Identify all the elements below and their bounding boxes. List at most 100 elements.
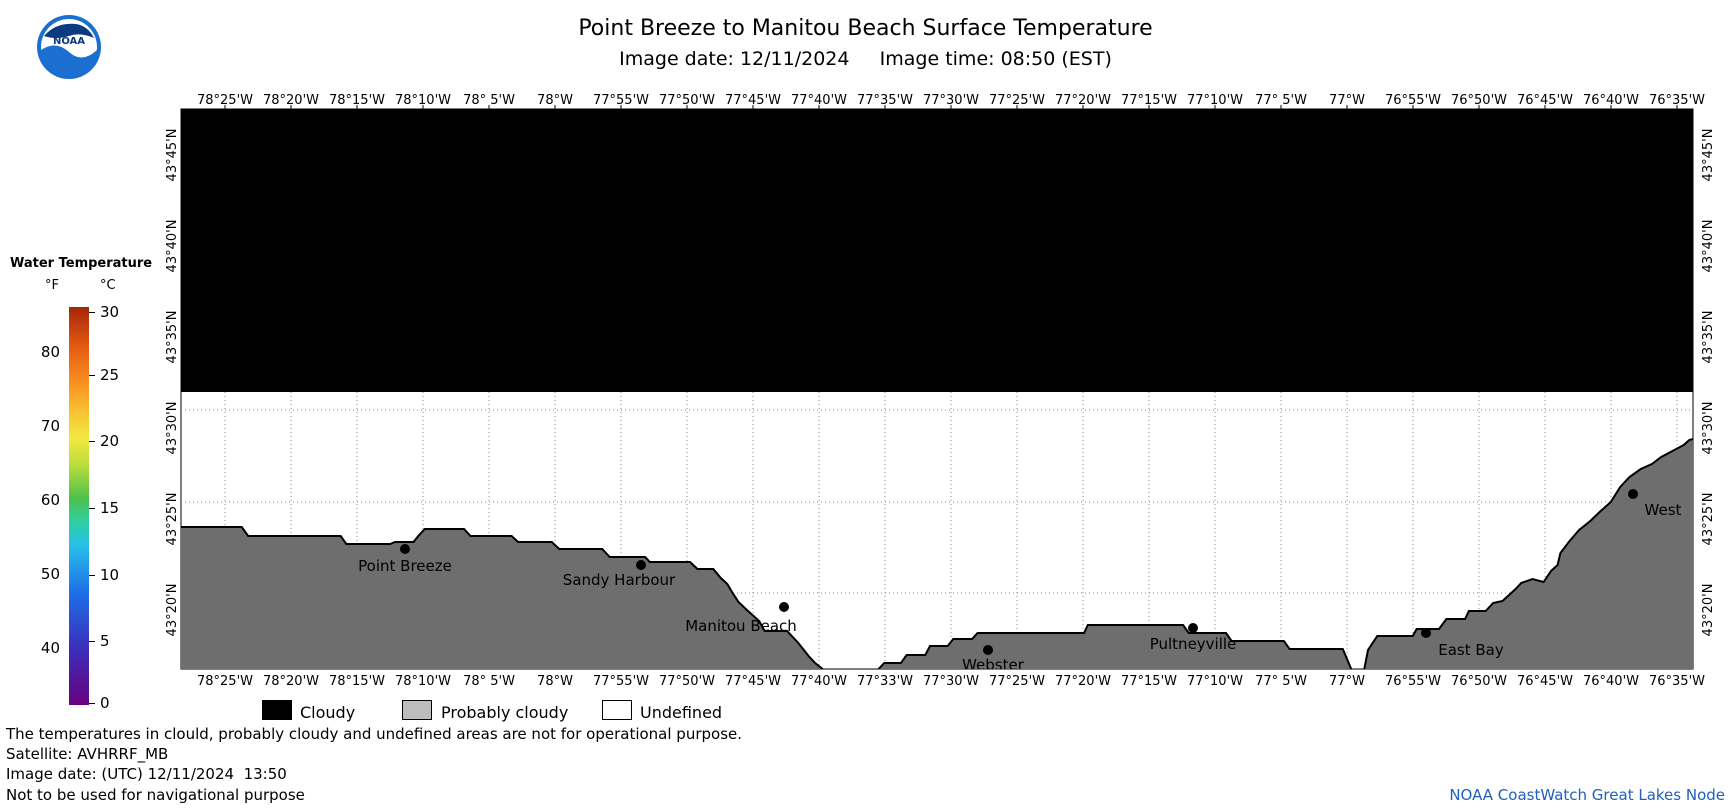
lon-label-bottom: 78°20'W — [263, 674, 319, 689]
place-label: Webster — [962, 656, 1025, 674]
shoreline-west — [181, 526, 824, 670]
lat-label-left: 43°30'N — [165, 402, 180, 455]
lon-label-top: 76°35'W — [1649, 93, 1705, 108]
lon-label-bottom: 77°15'W — [1121, 674, 1177, 689]
shoreline-central — [877, 624, 1353, 670]
lon-label-top: 77°25'W — [989, 93, 1045, 108]
celsius-tick-label: 10 — [100, 566, 120, 584]
lon-label-bottom: 77°10'W — [1187, 674, 1243, 689]
place-manitou-beach: Manitou Beach — [685, 602, 797, 635]
cloudy-region — [181, 109, 1693, 392]
lon-label-bottom: 77°50'W — [659, 674, 715, 689]
place-dot — [779, 602, 789, 612]
fahrenheit-tick-label: 40 — [40, 639, 60, 657]
lon-label-bottom: 77° 5'W — [1255, 674, 1307, 689]
place-webster: Webster — [962, 645, 1025, 674]
lon-label-bottom: 78° 5'W — [463, 674, 515, 689]
lon-label-top: 77°45'W — [725, 93, 781, 108]
lon-label-top: 76°55'W — [1385, 93, 1441, 108]
celsius-tick-mark — [89, 641, 95, 642]
map-subtitle: Image date: 12/11/2024 Image time: 08:50… — [619, 48, 1112, 70]
celsius-tick-label: 20 — [100, 432, 120, 450]
place-markers: Point Breeze Sandy Harbour Manitou Beach We… — [358, 489, 1682, 674]
footer-satellite: Satellite: AVHRRF_MB — [6, 745, 169, 763]
celsius-tick-label: 15 — [100, 499, 120, 517]
lon-label-bottom: 77°55'W — [593, 674, 649, 689]
key-cloudy-label: Cloudy — [300, 703, 356, 722]
place-point-breeze: Point Breeze — [358, 544, 452, 575]
place-label: Pultneyville — [1150, 635, 1237, 653]
place-east-bay: East Bay — [1421, 628, 1504, 659]
map-area: Point Breeze Sandy Harbour Manitou Beach We… — [180, 108, 1694, 674]
lon-label-bottom: 78°W — [537, 674, 573, 689]
lat-label-right: 43°30'N — [1701, 402, 1716, 455]
celsius-tick-label: 25 — [100, 366, 120, 384]
lat-label-left: 43°40'N — [165, 220, 180, 273]
place-dot — [1421, 628, 1431, 638]
probably-cloudy-region-central — [878, 625, 1352, 669]
lon-label-top: 77°50'W — [659, 93, 715, 108]
noaa-logo: NOAA — [37, 15, 101, 79]
celsius-tick-mark — [89, 703, 95, 704]
lon-label-top: 78°25'W — [197, 93, 253, 108]
right-latitude-labels: 43°45'N 43°40'N 43°35'N 43°30'N 43°25'N 43°20… — [1701, 129, 1716, 637]
lon-label-top: 76°50'W — [1451, 93, 1507, 108]
place-label: Manitou Beach — [685, 617, 797, 635]
fahrenheit-tick-label: 50 — [40, 565, 60, 583]
place-label: East Bay — [1438, 641, 1504, 659]
key-undefined-swatch — [602, 700, 632, 720]
legend-title: Water Temperature — [10, 256, 153, 271]
place-dot — [983, 645, 993, 655]
celsius-tick-mark — [89, 441, 95, 442]
left-latitude-labels: 43°45'N 43°40'N 43°35'N 43°30'N 43°25'N 43°20… — [165, 129, 180, 637]
lon-label-bottom: 77°30'W — [923, 674, 979, 689]
place-label: West — [1645, 501, 1682, 519]
lat-label-right: 43°25'N — [1701, 493, 1716, 546]
key-undefined-label: Undefined — [640, 703, 723, 722]
lat-label-left: 43°25'N — [165, 493, 180, 546]
logo-text: NOAA — [53, 36, 85, 47]
key-cloudy-swatch — [262, 700, 292, 720]
bottom-longitude-labels: 78°25'W 78°20'W 78°15'W 78°10'W 78° 5'W 78°W 7… — [197, 674, 1705, 689]
lon-label-bottom: 77°25'W — [989, 674, 1045, 689]
place-label: Sandy Harbour — [563, 571, 676, 589]
celsius-tick-mark — [89, 375, 95, 376]
lon-label-bottom: 78°25'W — [197, 674, 253, 689]
legend-unit-c: °C — [100, 278, 116, 293]
lon-label-top: 77°40'W — [791, 93, 847, 108]
celsius-tick-label: 0 — [100, 694, 110, 712]
lon-label-top: 77°W — [1329, 93, 1365, 108]
place-pultneyville: Pultneyville — [1150, 623, 1237, 653]
lon-label-bottom: 76°35'W — [1649, 674, 1705, 689]
place-dot — [1628, 489, 1638, 499]
lon-label-bottom: 77°20'W — [1055, 674, 1111, 689]
celsius-tick-label: 5 — [100, 632, 110, 650]
place-west: West — [1628, 489, 1682, 519]
lon-label-top: 78°15'W — [329, 93, 385, 108]
place-dot — [636, 560, 646, 570]
lon-label-bottom: 76°55'W — [1385, 674, 1441, 689]
lon-label-top: 78°20'W — [263, 93, 319, 108]
lon-label-bottom: 77°40'W — [791, 674, 847, 689]
map-title: Point Breeze to Manitou Beach Surface Te… — [578, 16, 1153, 41]
celsius-tick-mark — [89, 312, 95, 313]
lon-label-bottom: 78°10'W — [395, 674, 451, 689]
lon-label-bottom: 77°W — [1329, 674, 1365, 689]
lat-label-right: 43°20'N — [1701, 584, 1716, 637]
lon-label-bottom: 76°40'W — [1583, 674, 1639, 689]
lon-label-top: 77°10'W — [1187, 93, 1243, 108]
footer-note: The temperatures in clould, probably clo… — [6, 725, 743, 743]
footer-utc-date: Image date: (UTC) 12/11/2024 13:50 — [6, 765, 287, 783]
lon-label-bottom: 76°50'W — [1451, 674, 1507, 689]
temperature-colorbar — [69, 307, 89, 705]
probably-cloudy-region-east — [1364, 439, 1693, 669]
celsius-tick-label: 30 — [100, 303, 120, 321]
lon-label-top: 77°30'W — [923, 93, 979, 108]
lon-label-top: 77°15'W — [1121, 93, 1177, 108]
celsius-tick-mark — [89, 575, 95, 576]
footer-nav-warning: Not to be used for navigational purpose — [6, 786, 305, 804]
place-label: Point Breeze — [358, 557, 452, 575]
lon-label-top: 78°W — [537, 93, 573, 108]
legend-unit-f: °F — [45, 278, 59, 293]
